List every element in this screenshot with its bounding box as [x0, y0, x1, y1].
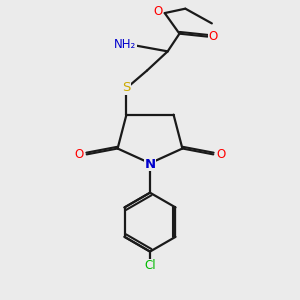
Text: O: O — [75, 148, 84, 161]
Text: Cl: Cl — [144, 259, 156, 272]
Text: S: S — [122, 81, 130, 94]
Text: NH₂: NH₂ — [114, 38, 136, 51]
Text: O: O — [209, 30, 218, 43]
Text: O: O — [154, 5, 163, 18]
Text: N: N — [144, 158, 156, 171]
Text: O: O — [216, 148, 225, 161]
